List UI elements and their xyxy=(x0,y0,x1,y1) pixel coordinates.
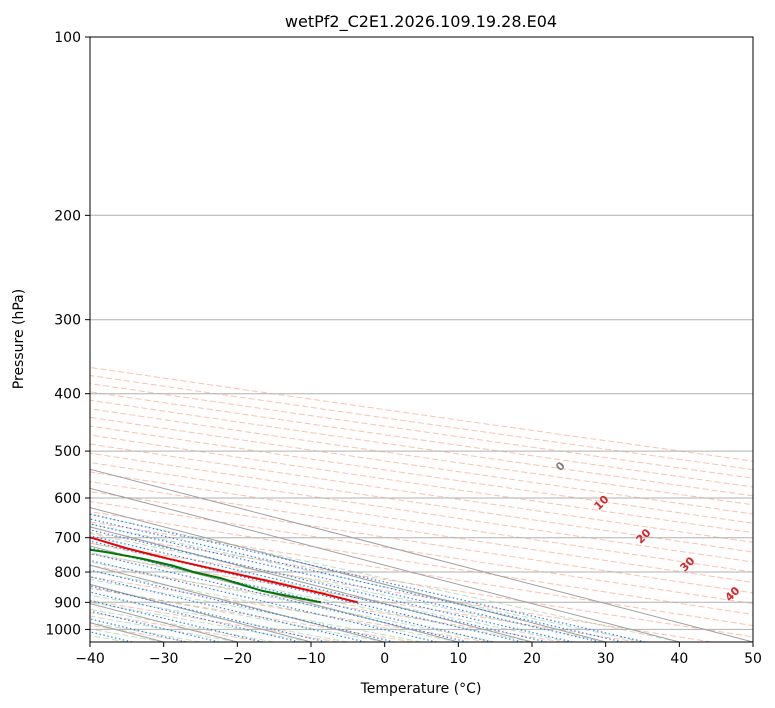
dry-adiabat xyxy=(90,576,488,642)
x-axis-label: Temperature (°C) xyxy=(360,681,482,697)
dry-adiabat xyxy=(90,425,753,524)
isotherm xyxy=(90,468,753,642)
moist-adiabat xyxy=(90,587,385,642)
x-tick-label: 40 xyxy=(670,651,688,667)
mixing-ratio-line xyxy=(90,559,437,642)
pressure-gridlines xyxy=(90,37,753,630)
y-tick-label: 900 xyxy=(54,595,81,611)
x-axis: −40 −30 −20 −10 0 10 20 30 40 50 xyxy=(75,642,762,667)
temperature-profile-line xyxy=(90,536,358,604)
y-tick-label: 100 xyxy=(54,30,81,46)
isotherm xyxy=(90,526,533,642)
chart-title: wetPf2_C2E1.2026.109.19.28.E04 xyxy=(285,12,557,32)
y-tick-label: 800 xyxy=(54,565,81,581)
dry-adiabat xyxy=(90,452,753,553)
dry-adiabat xyxy=(90,416,753,515)
y-tick-label: 300 xyxy=(54,313,81,329)
x-tick-label: −10 xyxy=(296,651,326,667)
x-tick-label: 10 xyxy=(449,651,467,667)
x-tick-label: −40 xyxy=(75,651,105,667)
isotherms xyxy=(90,468,753,642)
y-tick-label: 400 xyxy=(54,387,81,403)
y-axis-label: Pressure (hPa) xyxy=(11,289,27,389)
moist-adiabat xyxy=(90,578,422,642)
dry-adiabat xyxy=(90,481,753,583)
dry-adiabat xyxy=(90,500,753,605)
dry-adiabat xyxy=(90,471,753,573)
y-axis: 100 200 300 400 500 600 700 800 900 1000 xyxy=(45,30,90,638)
x-tick-label: 20 xyxy=(523,651,541,667)
x-tick-label: −20 xyxy=(223,651,253,667)
moist-adiabat xyxy=(90,594,348,642)
moist-adiabat xyxy=(90,513,680,642)
moist-adiabat xyxy=(90,552,533,642)
mixing-ratio-line xyxy=(90,529,573,642)
y-tick-label: 700 xyxy=(54,531,81,547)
isotherm xyxy=(90,487,680,642)
dry-adiabat xyxy=(90,511,753,615)
x-tick-label: 0 xyxy=(380,651,389,667)
plot-frame xyxy=(89,36,754,643)
x-tick-label: 50 xyxy=(744,651,762,667)
mixing-ratio-line xyxy=(90,569,395,642)
dry-adiabat xyxy=(90,532,753,638)
y-tick-label: 500 xyxy=(54,444,81,460)
mixing-ratio-lines xyxy=(90,513,646,642)
isotherm xyxy=(90,507,606,642)
dry-adiabat xyxy=(90,587,413,642)
y-tick-label: 1000 xyxy=(45,622,81,638)
x-tick-label: −30 xyxy=(149,651,179,667)
y-tick-label: 200 xyxy=(54,208,81,224)
mixing-ratio-line xyxy=(90,547,493,642)
mixing-ratio-line xyxy=(90,552,468,642)
mixing-ratio-line xyxy=(90,535,547,642)
x-tick-label: 30 xyxy=(597,651,615,667)
moist-adiabat xyxy=(90,533,606,642)
plot-area xyxy=(90,37,753,642)
profiles xyxy=(90,536,358,604)
dry-adiabat xyxy=(90,564,563,642)
y-tick-label: 600 xyxy=(54,491,81,507)
moist-adiabat xyxy=(90,570,459,642)
dry-adiabat xyxy=(90,443,753,543)
